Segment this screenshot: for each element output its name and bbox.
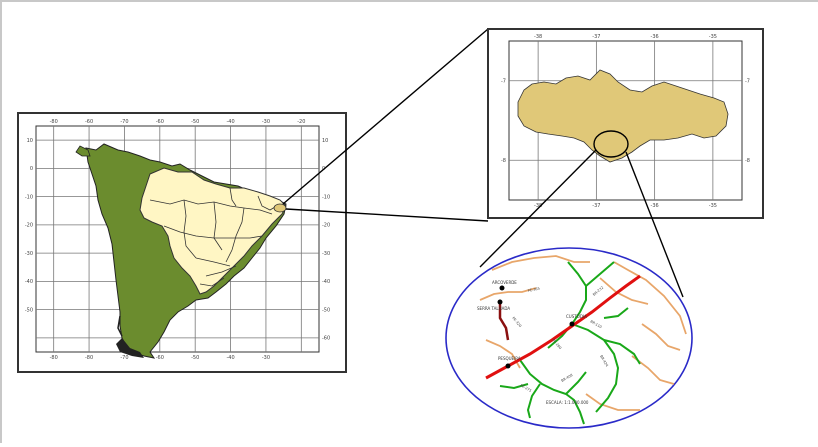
pernambuco-highlight [273,203,287,213]
tick-label: -20 [25,223,33,229]
tick-label: -10 [25,194,33,200]
road-label: PE-365 [527,287,540,293]
road-labels: PE-365 BR-232 PE-320 BR-110 PE-280 BR-42… [511,286,609,393]
town-marker [499,285,505,291]
tick-label: -40 [226,119,234,125]
tick-label: -30 [262,355,270,361]
town-label: ARCOVERDE [492,280,517,285]
tick-label: -37 [592,203,600,209]
south-america-map: -80 -60 -70 -60 -50 -40 -30 -20 -80 -80 -70 -60 -50 -… [17,112,347,373]
chile-coast-detail [117,315,123,337]
south-america-inner-frame [35,125,320,353]
detail-connector-left [479,149,597,268]
tick-label: -50 [191,355,199,361]
tick-label: -60 [322,336,330,342]
tick-label: -70 [120,355,128,361]
tick-label: -35 [709,203,717,209]
tick-label: 0 [30,166,33,172]
tick-label: -80 [50,119,58,125]
connector-line-top [282,28,489,205]
town-labels: ARCOVERDE CUSTÓDIA SERRA TALHADA PESQUEI… [477,280,587,361]
town-marker [569,321,575,327]
tierra-del-fuego [116,338,144,358]
tick-label: -38 [534,203,542,209]
tick-label: 10 [27,138,33,144]
tick-label: -7 [745,78,750,84]
tick-label: -40 [25,279,33,285]
tick-label: -40 [226,355,234,361]
tick-label: -50 [322,307,330,313]
tick-label: -8 [745,158,750,164]
town-marker [505,363,511,369]
dark-red-road [498,302,510,341]
brazil-land [139,167,287,295]
tick-label: -10 [322,194,330,200]
road-label: PE-280 [551,338,562,350]
tick-label: -38 [534,34,542,40]
connector-line-bottom [285,208,489,222]
tick-label: -60 [85,119,93,125]
tick-label: -80 [50,355,58,361]
town-label: SERRA TALHADA [477,306,510,311]
road-label: BR-110 [590,319,603,329]
pernambuco-state [517,69,729,163]
tick-label: -37 [592,34,600,40]
tick-label: -20 [322,223,330,229]
tick-label: -50 [191,119,199,125]
road-detail-map: ARCOVERDE CUSTÓDIA SERRA TALHADA PESQUEI… [445,247,693,429]
road-label: PE-320 [511,316,522,328]
central-america-tip [75,145,91,157]
town-label: PESQUEIRA [498,356,521,361]
zoom-circle [593,130,629,158]
scale-label: ESCALA: 1:1.000.000 [546,400,589,405]
tick-label: -30 [25,251,33,257]
state-map: -38 -37 -36 -35 -38 -37 -36 -35 -7 -8 -7 -8 [487,28,764,219]
tick-label: -30 [262,119,270,125]
tick-label: -8 [501,158,506,164]
brazil-state-borders [149,187,281,287]
town-label: CUSTÓDIA [566,314,587,319]
town-marker [497,299,503,305]
green-roads [499,261,641,425]
state-map-inner-frame [508,40,743,201]
tick-label: -30 [322,251,330,257]
tick-label: -60 [156,355,164,361]
tick-label: -35 [709,34,717,40]
road-label: BR-408 [561,373,574,383]
tick-label: -50 [25,307,33,313]
road-label: PE-275 [520,383,533,393]
road-label: BR-232 [592,286,604,297]
tick-label: -40 [322,279,330,285]
tick-label: -60 [156,119,164,125]
tick-label: -7 [501,78,506,84]
tick-label: -36 [651,34,659,40]
state-map-tick-labels: -38 -37 -36 -35 -38 -37 -36 -35 -7 -8 -7 -8 [501,34,750,209]
detail-ellipse [445,247,693,429]
orange-roads [479,255,687,411]
tick-label: -70 [120,119,128,125]
tick-label: 10 [322,138,328,144]
tick-label: -80 [85,355,93,361]
tick-label: -36 [651,203,659,209]
detail-connector-right [625,151,684,298]
road-label: BR-424 [599,355,609,369]
tick-label: -20 [297,119,305,125]
